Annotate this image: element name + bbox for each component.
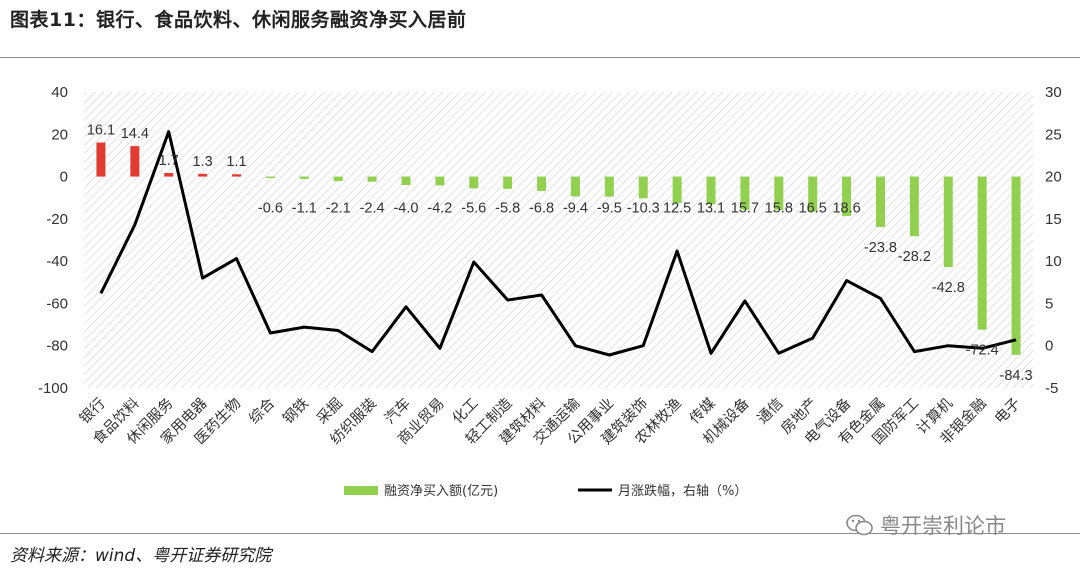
bar xyxy=(299,176,309,179)
data-label: 12.5 xyxy=(663,201,691,217)
legend-swatch-bar xyxy=(344,486,378,495)
bar xyxy=(164,172,174,177)
data-labels: 16.1 14.4 1.7 1.3 1.1 -0.6 -1.1 -2.1 -2.4 -4.0 -4.… xyxy=(87,123,1033,384)
data-label: -9.4 xyxy=(563,201,588,217)
footer-divider xyxy=(0,533,1080,534)
bar xyxy=(943,176,953,268)
bar xyxy=(909,176,919,237)
bar xyxy=(977,176,987,330)
bar xyxy=(537,176,547,191)
right-tick-label: -5 xyxy=(1045,380,1058,397)
data-label: -9.5 xyxy=(597,201,622,217)
data-label: 1.7 xyxy=(159,153,179,169)
left-tick-label: -100 xyxy=(38,380,68,397)
line-path xyxy=(99,130,1017,357)
legend-label-bar: 融资净买入额(亿元) xyxy=(384,484,498,499)
data-label: -28.2 xyxy=(898,249,931,265)
bar xyxy=(875,176,885,227)
line-series xyxy=(99,130,1017,357)
data-label: 18.6 xyxy=(832,201,860,217)
bar xyxy=(130,146,140,177)
right-tick-label: 15 xyxy=(1045,211,1062,228)
bar xyxy=(96,142,106,177)
data-label: -4.0 xyxy=(393,201,418,217)
data-label: -5.8 xyxy=(495,201,520,217)
category-label: 综合 xyxy=(246,394,279,427)
data-label: 14.4 xyxy=(121,126,149,142)
right-tick-label: 25 xyxy=(1045,126,1062,143)
bar xyxy=(774,176,784,210)
data-label: -5.6 xyxy=(461,201,486,217)
data-label: 15.8 xyxy=(765,201,793,217)
bar xyxy=(638,176,648,199)
legend-label-line: 月涨跌幅，右轴（%） xyxy=(618,483,747,499)
data-label: -10.3 xyxy=(627,201,660,217)
data-label: -2.4 xyxy=(360,201,385,217)
left-axis: 40 20 0 -20 -40 -60 -80 -100 xyxy=(38,84,68,397)
bar xyxy=(842,176,852,216)
legend: 融资净买入额(亿元) 月涨跌幅，右轴（%） xyxy=(344,483,747,499)
right-tick-label: 0 xyxy=(1045,338,1053,355)
bar xyxy=(198,173,208,177)
bar xyxy=(570,176,580,197)
category-label: 钢铁 xyxy=(280,395,313,428)
bar xyxy=(333,176,343,182)
data-label: 15.7 xyxy=(731,201,759,217)
bar xyxy=(265,176,275,179)
title-divider xyxy=(0,57,1080,58)
bar xyxy=(604,176,614,197)
left-tick-label: -60 xyxy=(46,295,68,312)
bar xyxy=(740,176,750,210)
watermark-text: 粤开崇利论市 xyxy=(880,514,1006,538)
right-axis: 30 25 20 15 10 5 0 -5 xyxy=(1045,84,1062,397)
right-tick-label: 10 xyxy=(1045,253,1062,270)
data-label: -6.8 xyxy=(529,201,554,217)
bar xyxy=(706,176,716,205)
bar xyxy=(435,176,445,186)
left-tick-label: 0 xyxy=(60,169,68,186)
left-tick-label: 40 xyxy=(51,84,68,101)
source-note: 资料来源：wind、粤开证券研究院 xyxy=(10,546,272,566)
plot-area xyxy=(84,92,1033,388)
wechat-icon xyxy=(846,514,873,536)
data-label: -4.2 xyxy=(427,201,452,217)
left-tick-label: -40 xyxy=(46,253,68,270)
data-label: 16.1 xyxy=(87,123,115,139)
right-tick-label: 30 xyxy=(1045,84,1062,101)
bar-series xyxy=(96,142,1021,355)
data-label: -72.4 xyxy=(966,343,999,359)
chart-title: 图表11：银行、食品饮料、休闲服务融资净买入居前 xyxy=(10,9,467,31)
data-label: -0.6 xyxy=(258,201,283,217)
bar xyxy=(503,176,513,189)
bar xyxy=(367,176,377,182)
bar xyxy=(469,176,479,189)
category-label: 电子 xyxy=(991,395,1024,428)
bar xyxy=(232,174,242,177)
data-label: -42.8 xyxy=(932,280,965,296)
data-label: 1.3 xyxy=(193,154,213,170)
data-label: -1.1 xyxy=(292,201,317,217)
bar xyxy=(672,176,682,203)
bar xyxy=(1011,176,1021,355)
data-label: -2.1 xyxy=(326,201,351,217)
right-tick-label: 20 xyxy=(1045,169,1062,186)
left-tick-label: -80 xyxy=(46,338,68,355)
chart-canvas: 40 20 0 -20 -40 -60 -80 -100 30 25 20 15 10 5 0 -5 16.… xyxy=(38,84,1062,499)
left-tick-label: 20 xyxy=(51,126,68,143)
data-label: -23.8 xyxy=(864,240,897,256)
bar xyxy=(401,176,411,186)
data-label: 13.1 xyxy=(697,201,725,217)
data-label: 16.5 xyxy=(799,201,827,217)
left-tick-label: -20 xyxy=(46,211,68,228)
right-tick-label: 5 xyxy=(1045,295,1053,312)
data-label: -84.3 xyxy=(1000,368,1033,384)
bar xyxy=(808,176,818,212)
data-label: 1.1 xyxy=(226,154,246,170)
